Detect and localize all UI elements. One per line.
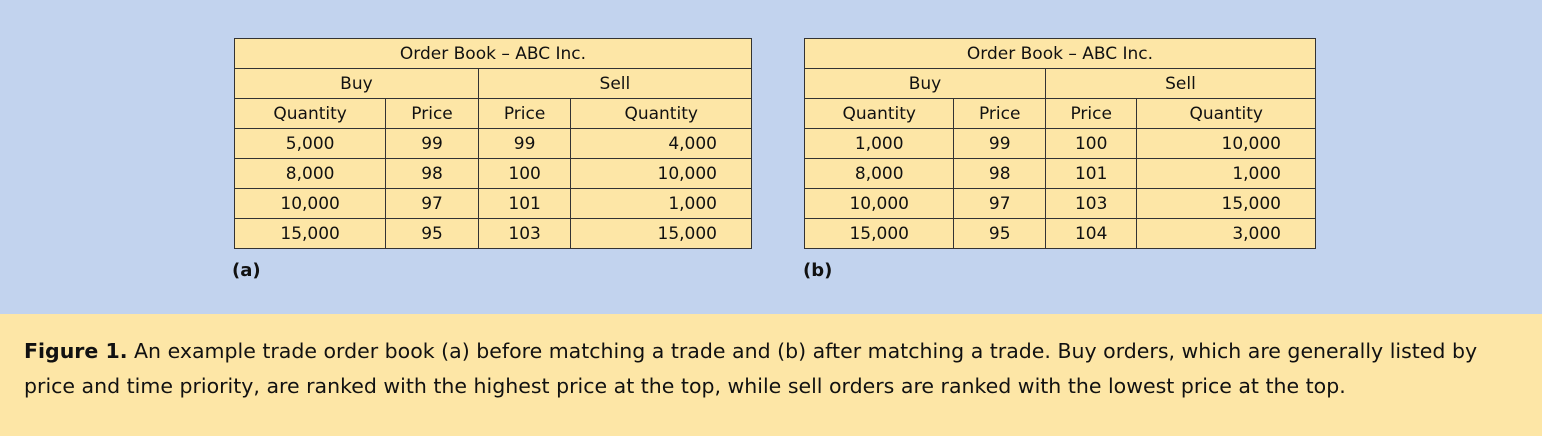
order-book-b: Order Book – ABC Inc. Buy Sell Quantity …	[803, 38, 1317, 249]
sell-quantity-cell: 3,000	[1136, 218, 1316, 249]
buy-quantity-cell: 1,000	[803, 128, 955, 159]
caption-label: Figure 1.	[24, 339, 128, 363]
sell-quantity-cell: 15,000	[1136, 188, 1316, 219]
sell-header: Sell	[477, 68, 753, 99]
panel-label-b: (b)	[803, 260, 833, 281]
buy-quantity-cell: 10,000	[803, 188, 955, 219]
sell-quantity-cell: 15,000	[570, 218, 752, 249]
table-row: 5,000 99 99 4,000	[233, 128, 752, 159]
sell-header: Sell	[1044, 68, 1317, 99]
table-row: 8,000 98 100 10,000	[233, 158, 752, 189]
column-header: Quantity	[803, 98, 955, 129]
buy-price-cell: 95	[385, 218, 479, 249]
column-header: Price	[953, 98, 1046, 129]
column-header: Price	[1044, 98, 1138, 129]
sell-quantity-cell: 4,000	[570, 128, 752, 159]
column-header: Quantity	[570, 98, 752, 129]
sell-price-cell: 101	[477, 188, 572, 219]
table-row: 8,000 98 101 1,000	[803, 158, 1316, 189]
buy-price-cell: 95	[953, 218, 1046, 249]
buy-quantity-cell: 8,000	[233, 158, 387, 189]
buy-price-cell: 99	[385, 128, 479, 159]
buy-price-cell: 98	[953, 158, 1046, 189]
sell-price-cell: 100	[1044, 128, 1138, 159]
table-row: 15,000 95 103 15,000	[233, 218, 752, 249]
sell-price-cell: 100	[477, 158, 572, 189]
caption-area: Figure 1. An example trade order book (a…	[0, 314, 1542, 436]
buy-price-cell: 97	[385, 188, 479, 219]
buy-quantity-cell: 15,000	[233, 218, 387, 249]
sell-quantity-cell: 1,000	[570, 188, 752, 219]
column-header: Price	[477, 98, 572, 129]
table-row: 1,000 99 100 10,000	[803, 128, 1316, 159]
column-header: Quantity	[233, 98, 387, 129]
sell-price-cell: 103	[1044, 188, 1138, 219]
sell-price-cell: 99	[477, 128, 572, 159]
caption-text: An example trade order book (a) before m…	[24, 339, 1478, 398]
sell-quantity-cell: 10,000	[570, 158, 752, 189]
order-book-a: Order Book – ABC Inc. Buy Sell Quantity …	[233, 38, 753, 249]
sell-price-cell: 101	[1044, 158, 1138, 189]
table-row: 10,000 97 101 1,000	[233, 188, 752, 219]
sell-quantity-cell: 1,000	[1136, 158, 1316, 189]
buy-quantity-cell: 5,000	[233, 128, 387, 159]
figure-caption: Figure 1. An example trade order book (a…	[24, 334, 1524, 404]
buy-header: Buy	[804, 68, 1046, 99]
buy-quantity-cell: 8,000	[803, 158, 955, 189]
panel-label-a: (a)	[232, 260, 261, 281]
column-header: Price	[385, 98, 479, 129]
figure-area: Order Book – ABC Inc. Buy Sell Quantity …	[0, 0, 1542, 314]
sell-price-cell: 104	[1044, 218, 1138, 249]
table-row: 15,000 95 104 3,000	[803, 218, 1316, 249]
order-book-title: Order Book – ABC Inc.	[804, 38, 1316, 69]
column-header: Quantity	[1136, 98, 1316, 129]
buy-price-cell: 98	[385, 158, 479, 189]
buy-header: Buy	[234, 68, 479, 99]
order-book-title: Order Book – ABC Inc.	[234, 38, 752, 69]
buy-price-cell: 99	[953, 128, 1046, 159]
sell-price-cell: 103	[477, 218, 572, 249]
table-row: 10,000 97 103 15,000	[803, 188, 1316, 219]
buy-price-cell: 97	[953, 188, 1046, 219]
buy-quantity-cell: 10,000	[233, 188, 387, 219]
buy-quantity-cell: 15,000	[803, 218, 955, 249]
sell-quantity-cell: 10,000	[1136, 128, 1316, 159]
